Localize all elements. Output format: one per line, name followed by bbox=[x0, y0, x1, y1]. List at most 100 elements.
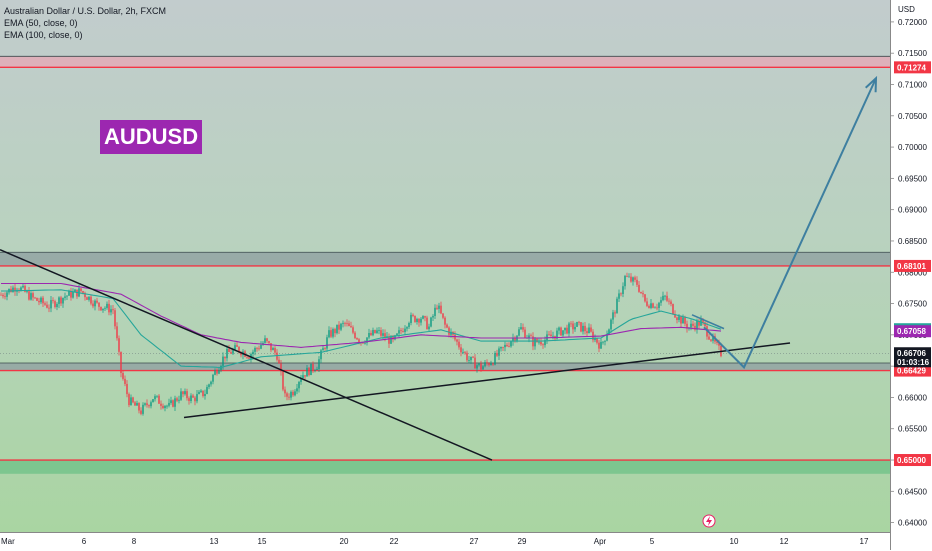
candle bbox=[630, 273, 632, 283]
candle bbox=[694, 322, 696, 332]
candle-body bbox=[556, 330, 558, 339]
candle bbox=[128, 392, 130, 408]
candle-body bbox=[524, 329, 526, 338]
candle-body bbox=[36, 297, 38, 301]
candle-body bbox=[638, 284, 640, 292]
candle-body bbox=[110, 309, 112, 313]
y-tick-label: 0.69000 bbox=[898, 206, 927, 215]
candle-body bbox=[248, 357, 250, 359]
candle-body bbox=[274, 348, 276, 353]
candle-body bbox=[34, 297, 36, 299]
value-badge-2 bbox=[894, 347, 931, 368]
candle bbox=[468, 356, 470, 364]
candle-body bbox=[150, 402, 152, 407]
candle-body bbox=[196, 394, 198, 402]
candle-body bbox=[402, 331, 404, 332]
candle-body bbox=[356, 338, 358, 340]
candle-body bbox=[198, 391, 200, 395]
candle-body bbox=[238, 346, 240, 353]
candle-body bbox=[644, 294, 646, 302]
candle-body bbox=[48, 307, 50, 309]
candle-body bbox=[32, 293, 34, 298]
candle-body bbox=[38, 300, 40, 303]
candle-body bbox=[420, 318, 422, 323]
y-tick-label: 0.70500 bbox=[898, 112, 927, 121]
y-tick-label: 0.71500 bbox=[898, 49, 927, 58]
candle-body bbox=[186, 391, 188, 399]
candle bbox=[486, 359, 488, 366]
candle bbox=[482, 365, 484, 370]
candle-body bbox=[674, 314, 676, 318]
candle bbox=[474, 354, 476, 369]
candle bbox=[710, 338, 712, 342]
candle-body bbox=[54, 301, 56, 308]
candle bbox=[260, 341, 262, 350]
candle bbox=[150, 400, 152, 409]
candle bbox=[626, 272, 628, 278]
candle-body bbox=[236, 345, 238, 347]
candle bbox=[180, 388, 182, 402]
candle-body bbox=[508, 346, 510, 347]
candle-body bbox=[504, 344, 506, 348]
candle bbox=[32, 291, 34, 301]
candle bbox=[444, 316, 446, 329]
candle bbox=[148, 404, 150, 409]
level-badge-text-3: 0.65000 bbox=[897, 456, 926, 465]
candle bbox=[312, 361, 314, 373]
candle bbox=[22, 283, 24, 289]
candle bbox=[308, 367, 310, 377]
candle-body bbox=[512, 337, 514, 342]
candle bbox=[440, 301, 442, 315]
candle bbox=[338, 321, 340, 334]
candle-body bbox=[320, 350, 322, 360]
candle-body bbox=[116, 326, 118, 339]
candle bbox=[12, 285, 14, 293]
badge-layer: 0.712740.681010.664290.650000.670900.670… bbox=[894, 61, 931, 467]
candle bbox=[172, 399, 174, 408]
candle bbox=[378, 327, 380, 335]
candle-body bbox=[542, 344, 544, 346]
candle-body bbox=[304, 375, 306, 377]
time-axis[interactable] bbox=[0, 532, 890, 551]
candle-body bbox=[406, 327, 408, 329]
candle-body bbox=[22, 285, 24, 288]
candle-body bbox=[426, 317, 428, 330]
candle-body bbox=[368, 333, 370, 338]
ema50-legend[interactable]: EMA (50, close, 0) bbox=[4, 18, 78, 28]
candle-body bbox=[708, 336, 710, 340]
candle-body bbox=[140, 410, 142, 414]
candle-body bbox=[608, 329, 610, 335]
candle-body bbox=[52, 300, 54, 302]
drawings-layer bbox=[0, 75, 878, 461]
candle bbox=[670, 299, 672, 307]
candle-body bbox=[618, 293, 620, 299]
candle-body bbox=[100, 306, 102, 311]
candle-body bbox=[302, 375, 304, 379]
candle bbox=[60, 295, 62, 307]
candle bbox=[628, 273, 630, 278]
small-arrow bbox=[691, 314, 725, 330]
candle-body bbox=[534, 338, 536, 347]
candle bbox=[496, 349, 498, 357]
candle bbox=[490, 360, 492, 366]
candle bbox=[80, 288, 82, 293]
candle bbox=[334, 327, 336, 338]
candle-body bbox=[300, 378, 302, 382]
candle bbox=[530, 333, 532, 337]
candle-body bbox=[60, 297, 62, 304]
candle bbox=[658, 301, 660, 313]
candle-body bbox=[220, 365, 222, 371]
candle-body bbox=[228, 348, 230, 353]
level-badge-1 bbox=[894, 259, 931, 272]
ema100-legend[interactable]: EMA (100, close, 0) bbox=[4, 30, 83, 40]
candle-body bbox=[702, 319, 704, 323]
candle bbox=[140, 407, 142, 416]
candle-body bbox=[252, 351, 254, 355]
candle-body bbox=[462, 352, 464, 353]
candle bbox=[182, 390, 184, 398]
candle-body bbox=[680, 316, 682, 324]
candle bbox=[652, 302, 654, 309]
candle-body bbox=[704, 322, 706, 327]
candle bbox=[708, 333, 710, 340]
candle-body bbox=[696, 320, 698, 330]
